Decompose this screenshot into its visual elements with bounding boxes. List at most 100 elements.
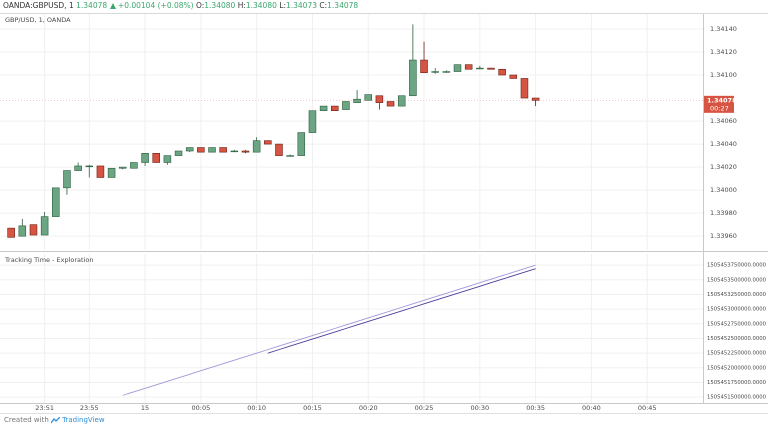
y-tick-label: 1.33960 bbox=[710, 232, 737, 240]
candle-body bbox=[375, 95, 384, 103]
candle-body bbox=[152, 152, 160, 163]
y-tick-label: 1.34060 bbox=[710, 117, 737, 125]
y-tick-label: 1505452000000.0000 bbox=[707, 365, 767, 371]
header: OANDA:GBPUSD, 1 1.34078 +0.00104 (+0.08%… bbox=[3, 1, 358, 11]
x-tick-label: 00:45 bbox=[638, 404, 657, 412]
candle-body bbox=[130, 162, 138, 169]
x-tick-label: 23:55 bbox=[80, 404, 99, 412]
y-tick-label: 1.34100 bbox=[710, 71, 737, 79]
candle-body bbox=[85, 165, 94, 168]
x-tick-label: 00:40 bbox=[582, 404, 601, 412]
y-tick-label: 1.34020 bbox=[710, 163, 737, 171]
y-tick-label: 1.33980 bbox=[710, 209, 737, 217]
candle-body bbox=[286, 155, 294, 157]
x-tick-label: 15 bbox=[141, 404, 149, 412]
x-tick-label: 00:30 bbox=[470, 404, 489, 412]
x-tick-label: 00:20 bbox=[359, 404, 378, 412]
candle-body bbox=[185, 147, 194, 152]
candle-body bbox=[420, 59, 428, 74]
last-price-label: 1.34078 bbox=[707, 96, 737, 104]
low-label: L: bbox=[279, 1, 286, 10]
x-tick-label: 00:05 bbox=[191, 404, 210, 412]
candle-body bbox=[476, 67, 484, 70]
up-arrow bbox=[109, 3, 116, 9]
x-tick-label: 00:10 bbox=[247, 404, 266, 412]
change: +0.00104 (+0.08%) bbox=[117, 1, 194, 10]
countdown-label: 00:27 bbox=[710, 104, 729, 112]
candle-body bbox=[520, 78, 529, 99]
candle-body bbox=[63, 170, 71, 189]
candle-body bbox=[241, 150, 250, 153]
candle-body bbox=[498, 68, 506, 76]
candle-body bbox=[174, 150, 183, 156]
candle-body bbox=[319, 105, 328, 112]
candle-body bbox=[431, 71, 439, 73]
open-value: 1.34080 bbox=[204, 1, 236, 10]
x-tick-label: 00:35 bbox=[526, 404, 545, 412]
candle-body bbox=[353, 98, 361, 103]
candle-body bbox=[531, 97, 540, 101]
candle-body bbox=[18, 225, 27, 237]
candle-body bbox=[442, 71, 451, 73]
y-tick-label: 1505452750000.0000 bbox=[707, 321, 767, 327]
y-tick-label: 1505453250000.0000 bbox=[707, 292, 767, 298]
candle-body bbox=[107, 167, 116, 178]
series-line bbox=[122, 264, 536, 396]
y-tick-label: 1.34040 bbox=[710, 140, 737, 148]
close-value: 1.34078 bbox=[327, 1, 359, 10]
candle-body bbox=[40, 216, 49, 236]
symbol: OANDA:GBPUSD, 1 bbox=[3, 1, 74, 10]
candle-body bbox=[464, 64, 473, 70]
candle-body bbox=[208, 147, 216, 153]
candle-body bbox=[509, 74, 518, 79]
candle-body bbox=[275, 143, 283, 156]
brand: TradingView bbox=[62, 416, 105, 424]
pane-title: GBP/USD, 1, OANDA bbox=[5, 16, 71, 24]
candle-body bbox=[308, 110, 317, 133]
candle-body bbox=[297, 132, 306, 156]
candle-body bbox=[197, 147, 205, 153]
y-tick-label: 1.34000 bbox=[710, 186, 737, 194]
close-label: C: bbox=[319, 1, 328, 10]
last-price: 1.34078 bbox=[76, 1, 108, 10]
y-tick-label: 1505453000000.0000 bbox=[707, 307, 767, 313]
candle-body bbox=[453, 64, 462, 72]
candle-body bbox=[252, 140, 261, 153]
candle-body bbox=[364, 94, 372, 101]
last-price-box bbox=[704, 95, 734, 113]
candle-body bbox=[96, 165, 105, 178]
x-tick-label: 23:51 bbox=[35, 404, 54, 412]
footer: Created with TradingView bbox=[4, 414, 105, 426]
y-tick-label: 1505453750000.0000 bbox=[707, 263, 767, 269]
y-tick-label: 1505453500000.0000 bbox=[707, 277, 767, 283]
candle-body bbox=[487, 67, 495, 70]
series-line bbox=[267, 268, 536, 354]
candle-body bbox=[230, 150, 239, 153]
candle-body bbox=[118, 166, 127, 169]
created-with: Created with bbox=[4, 416, 49, 424]
high-label: H: bbox=[237, 1, 246, 10]
candle-body bbox=[29, 224, 38, 236]
candle-body bbox=[386, 101, 395, 107]
candle-body bbox=[397, 95, 406, 107]
candle-body bbox=[7, 227, 15, 238]
high-value: 1.34080 bbox=[245, 1, 277, 10]
y-tick-label: 1505452500000.0000 bbox=[707, 336, 767, 342]
pane-title: Tracking Time - Exploration bbox=[4, 256, 93, 264]
y-tick-label: 1505451750000.0000 bbox=[707, 380, 767, 386]
candle-body bbox=[342, 101, 350, 110]
candle-body bbox=[52, 187, 60, 217]
low-value: 1.34073 bbox=[285, 1, 317, 10]
y-tick-label: 1.34140 bbox=[710, 25, 737, 33]
candle-body bbox=[219, 147, 227, 153]
logo bbox=[50, 416, 61, 423]
candle-body bbox=[409, 59, 417, 97]
y-tick-label: 1.34120 bbox=[710, 48, 737, 56]
y-tick-label: 1505452250000.0000 bbox=[707, 351, 767, 357]
candle-body bbox=[74, 165, 82, 171]
x-tick-label: 00:25 bbox=[415, 404, 434, 412]
candle-body bbox=[264, 140, 272, 145]
